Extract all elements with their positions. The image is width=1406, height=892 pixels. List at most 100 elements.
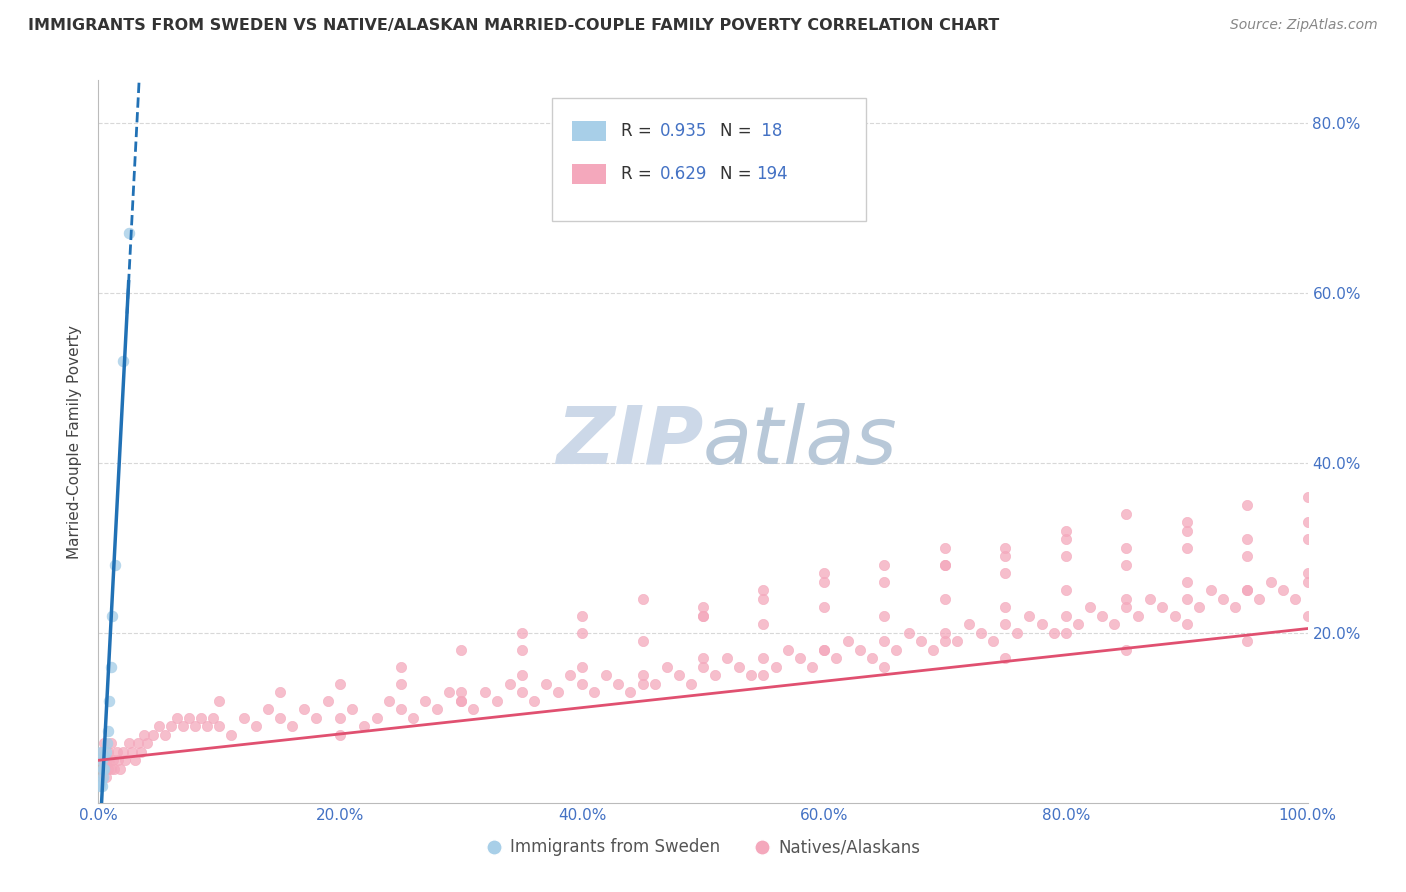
Point <box>860 651 883 665</box>
Point <box>1054 549 1077 564</box>
Point <box>98 694 121 708</box>
Point <box>108 762 131 776</box>
Point <box>1175 591 1198 606</box>
Point <box>134 728 156 742</box>
Point <box>90 745 112 759</box>
FancyBboxPatch shape <box>572 164 606 185</box>
Point <box>118 736 141 750</box>
Point <box>1212 591 1234 606</box>
Point <box>118 227 141 241</box>
Text: 0.629: 0.629 <box>659 165 707 183</box>
Point <box>305 711 328 725</box>
Point <box>994 600 1017 615</box>
Point <box>789 651 811 665</box>
Point <box>1115 558 1137 572</box>
Point <box>1115 600 1137 615</box>
Point <box>450 685 472 699</box>
Point <box>873 574 896 589</box>
Point <box>692 651 714 665</box>
Point <box>1272 583 1295 598</box>
Point <box>1175 574 1198 589</box>
Point <box>100 736 122 750</box>
Point <box>837 634 859 648</box>
Point <box>571 660 593 674</box>
Point <box>970 625 993 640</box>
Text: atlas: atlas <box>703 402 898 481</box>
Point <box>813 642 835 657</box>
Point <box>121 745 143 759</box>
Point <box>179 711 201 725</box>
Text: N =: N = <box>720 122 756 140</box>
Point <box>631 634 654 648</box>
Point <box>1236 583 1258 598</box>
Point <box>765 660 787 674</box>
Point <box>716 651 738 665</box>
Point <box>1007 625 1029 640</box>
Point <box>208 719 231 733</box>
Point <box>221 728 243 742</box>
Point <box>1163 608 1185 623</box>
Point <box>329 728 352 742</box>
Point <box>96 753 118 767</box>
Point <box>1175 541 1198 555</box>
Point <box>329 711 352 725</box>
Point <box>800 660 823 674</box>
Text: R =: R = <box>621 122 657 140</box>
Point <box>631 668 654 682</box>
Text: R =: R = <box>621 165 657 183</box>
Point <box>910 634 932 648</box>
Point <box>316 694 339 708</box>
Point <box>994 541 1017 555</box>
Point <box>897 625 920 640</box>
Point <box>752 617 775 632</box>
Point <box>752 583 775 598</box>
Point <box>619 685 641 699</box>
Point <box>692 660 714 674</box>
Point <box>450 694 472 708</box>
Legend: Immigrants from Sweden, Natives/Alaskans: Immigrants from Sweden, Natives/Alaskans <box>478 831 928 863</box>
Point <box>631 677 654 691</box>
Point <box>1236 583 1258 598</box>
Point <box>153 728 176 742</box>
Point <box>813 566 835 581</box>
Point <box>510 642 533 657</box>
Point <box>91 753 114 767</box>
Point <box>245 719 267 733</box>
Point <box>202 711 225 725</box>
Point <box>195 719 218 733</box>
Point <box>934 558 956 572</box>
Point <box>281 719 304 733</box>
Point <box>91 770 114 784</box>
Point <box>1284 591 1306 606</box>
Point <box>1236 498 1258 512</box>
Point <box>93 749 115 764</box>
FancyBboxPatch shape <box>551 98 866 221</box>
Point <box>1102 617 1125 632</box>
Point <box>93 736 115 750</box>
Point <box>1054 583 1077 598</box>
Point <box>1054 533 1077 547</box>
Point <box>1031 617 1053 632</box>
Point <box>232 711 254 725</box>
Point <box>1115 642 1137 657</box>
Text: 194: 194 <box>756 165 787 183</box>
Point <box>389 702 412 716</box>
Point <box>486 694 509 708</box>
Point <box>329 677 352 691</box>
Point <box>571 677 593 691</box>
Point <box>1236 533 1258 547</box>
Point <box>740 668 762 682</box>
Point <box>994 617 1017 632</box>
Point <box>142 728 165 742</box>
Point <box>89 779 111 793</box>
Point <box>510 668 533 682</box>
Point <box>90 774 112 789</box>
Y-axis label: Married-Couple Family Poverty: Married-Couple Family Poverty <box>67 325 83 558</box>
Point <box>1139 591 1161 606</box>
Point <box>94 770 117 784</box>
Point <box>97 723 120 738</box>
Point <box>752 651 775 665</box>
Point <box>934 625 956 640</box>
Point <box>498 677 520 691</box>
Point <box>148 719 170 733</box>
